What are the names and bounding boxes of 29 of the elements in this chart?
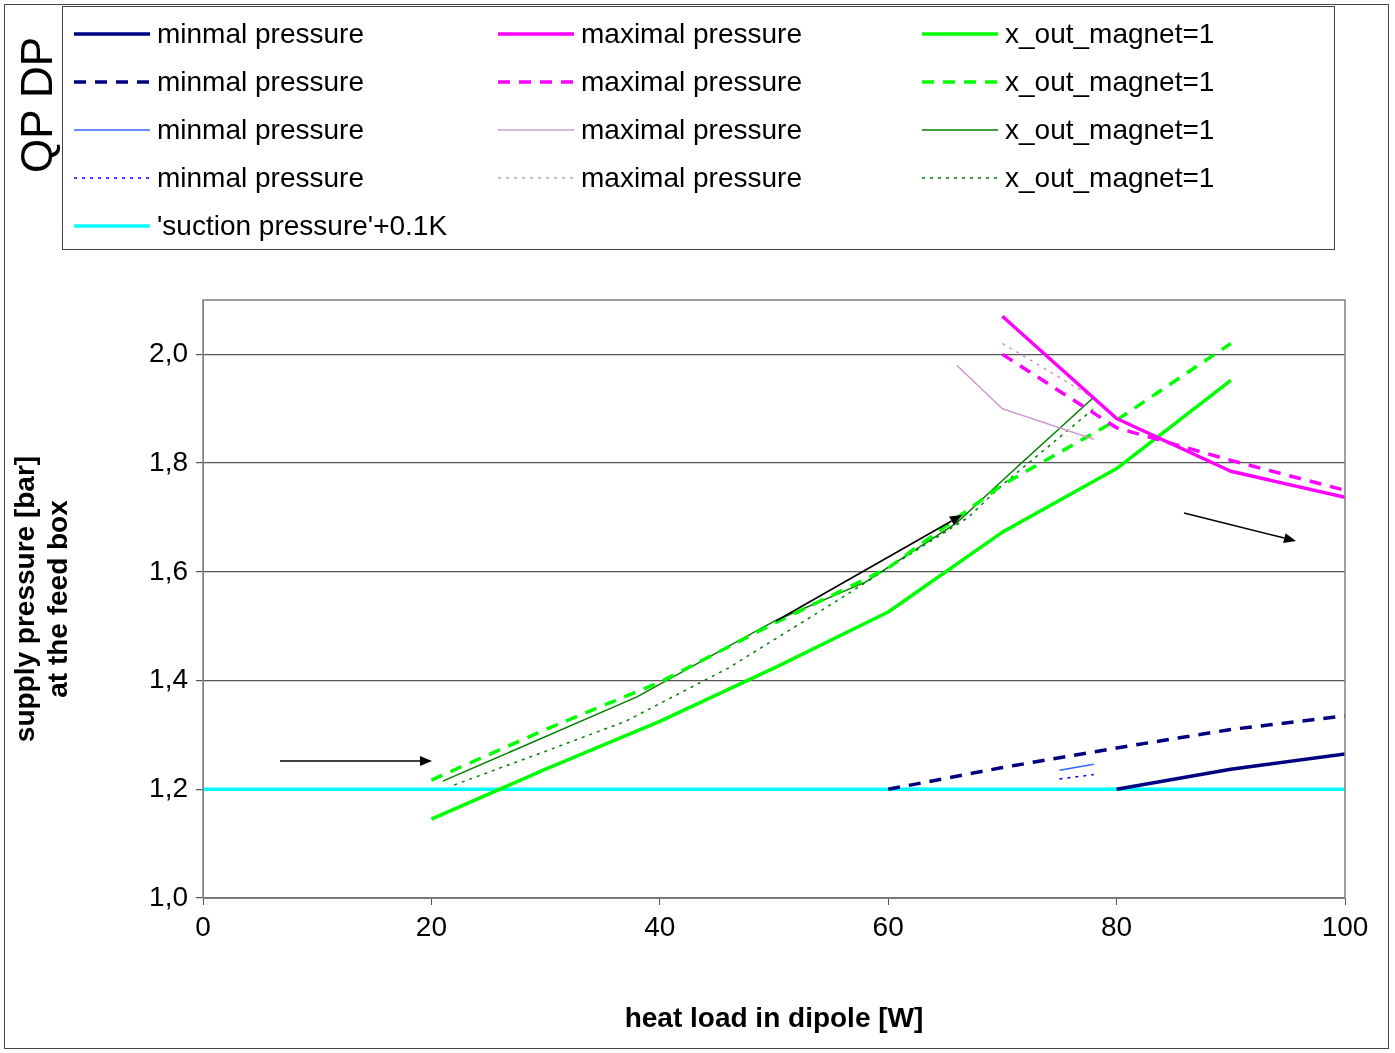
line-series <box>429 341 1233 782</box>
legend-label: minmal pressure <box>157 114 364 146</box>
legend-label: maximal pressure <box>581 114 802 146</box>
x-tick-label: 80 <box>1101 910 1133 942</box>
x-tick-label: 0 <box>195 910 211 942</box>
legend-label: minmal pressure <box>157 18 364 50</box>
legend-label: x_out_magnet=1 <box>1005 18 1215 50</box>
legend-label: maximal pressure <box>581 162 802 194</box>
y-tick-label: 1,6 <box>149 554 188 586</box>
y-tick-label: 1,4 <box>149 663 188 695</box>
legend-label: maximal pressure <box>581 66 802 98</box>
legend-label: x_out_magnet=1 <box>1005 114 1215 146</box>
legend-label: maximal pressure <box>581 18 802 50</box>
y-axis-title: supply pressure [bar] at the feed box <box>8 455 74 743</box>
legend-label: x_out_magnet=1 <box>1005 162 1215 194</box>
legend-label: minmal pressure <box>157 66 364 98</box>
legend-label: 'suction pressure'+0.1K <box>157 210 448 242</box>
y-tick-label: 1,2 <box>149 771 188 803</box>
x-tick-label: 40 <box>644 910 676 942</box>
x-axis-title: heat load in dipole [W] <box>624 1001 924 1033</box>
x-tick-label: 20 <box>415 910 447 942</box>
x-tick-label: 100 <box>1321 910 1369 942</box>
legend-label: x_out_magnet=1 <box>1005 66 1215 98</box>
y-tick-label: 1,0 <box>149 880 188 912</box>
x-tick-label: 60 <box>872 910 904 942</box>
legend-label: minmal pressure <box>157 162 364 194</box>
y-tick-label: 1,8 <box>149 445 188 477</box>
legend-title: QP DP <box>12 36 62 174</box>
y-tick-label: 2,0 <box>149 337 188 369</box>
